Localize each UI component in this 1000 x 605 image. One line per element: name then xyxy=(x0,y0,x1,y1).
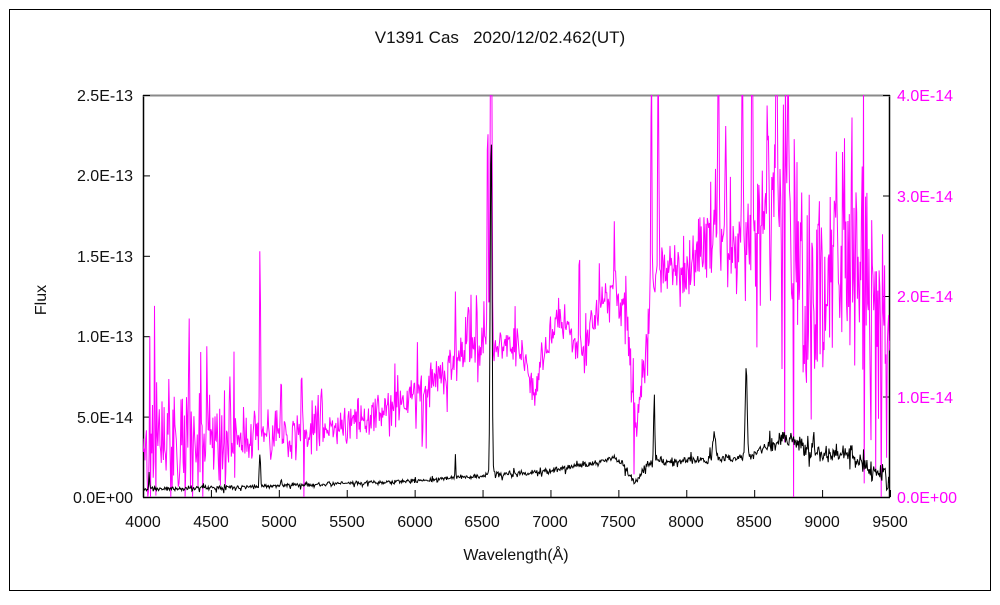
left-tick-label-2: 1.0E-13 xyxy=(77,329,133,346)
x-tick-label-4: 6000 xyxy=(397,514,433,531)
x-tick-label-6: 7000 xyxy=(532,514,568,531)
right-tick-label-2: 2.0E-14 xyxy=(897,289,953,306)
left-tick-label-4: 2.0E-13 xyxy=(77,168,133,185)
x-tick-label-5: 6500 xyxy=(464,514,500,531)
x-axis-title: Wavelength(Å) xyxy=(463,545,568,564)
axis-ticks xyxy=(143,95,891,498)
left-tick-label-5: 2.5E-13 xyxy=(77,88,133,105)
x-tick-label-11: 9500 xyxy=(872,514,908,531)
right-tick-label-3: 3.0E-14 xyxy=(897,189,953,206)
x-tick-label-1: 4500 xyxy=(193,514,229,531)
x-tick-label-0: 4000 xyxy=(125,514,161,531)
x-tick-label-10: 9000 xyxy=(804,514,840,531)
x-tick-label-7: 7500 xyxy=(600,514,636,531)
magenta-spectrum-line xyxy=(143,95,890,497)
left-tick-label-0: 0.0E+00 xyxy=(73,490,133,507)
x-tick-label-3: 5500 xyxy=(329,514,365,531)
right-tick-label-0: 0.0E+00 xyxy=(897,490,957,507)
x-tick-label-2: 5000 xyxy=(261,514,297,531)
right-tick-label-4: 4.0E-14 xyxy=(897,88,953,105)
left-tick-label-3: 1.5E-13 xyxy=(77,249,133,266)
spectra xyxy=(143,95,890,497)
y-axis-title: Flux xyxy=(33,285,50,315)
black-spectrum-line xyxy=(143,144,890,494)
x-tick-label-9: 8500 xyxy=(736,514,772,531)
left-tick-label-1: 5.0E-14 xyxy=(77,410,133,427)
figure-border xyxy=(9,9,991,591)
x-tick-label-8: 8000 xyxy=(668,514,704,531)
chart-title: V1391 Cas 2020/12/02.462(UT) xyxy=(375,28,625,47)
right-tick-label-1: 1.0E-14 xyxy=(897,390,953,407)
